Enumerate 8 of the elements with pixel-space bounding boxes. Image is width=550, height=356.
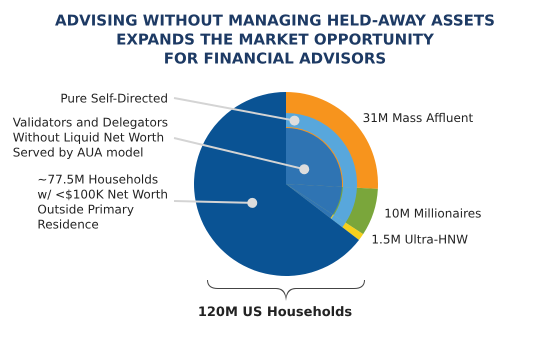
slice-label: 31M Mass Affluent [362, 110, 474, 125]
slice-label: ~77.5M Households w/ <$100K Net Worth Outside Primary Residence [37, 172, 168, 232]
slice-label: 10M Millionaires [384, 206, 482, 221]
slice-label: Pure Self-Directed [60, 92, 168, 106]
chart-title: ADVISING WITHOUT MANAGING HELD-AWAY ASSETS EXPANDS THE MARKET OPPORTUNITY FOR FINANCIAL ADVISORS [55, 12, 495, 68]
text: 120M US Households [198, 305, 352, 320]
slice-label: Validators and Delegators Without Liquid Net Worth Served by AUA model [12, 116, 168, 160]
slice-label: 1.5M Ultra-HNW [371, 232, 468, 246]
